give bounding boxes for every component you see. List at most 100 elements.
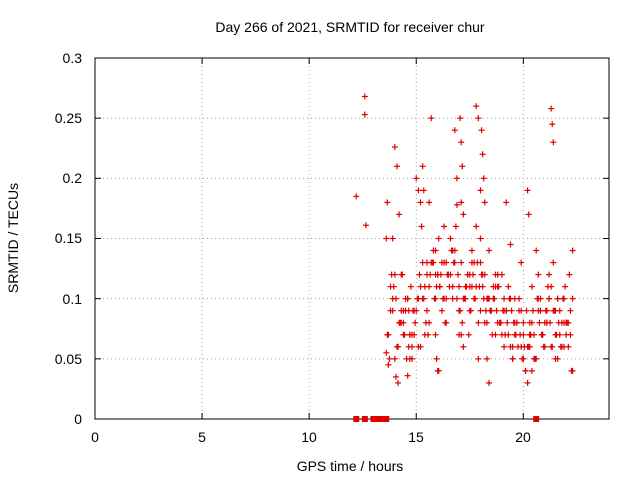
grid-lines <box>95 58 609 419</box>
data-point <box>353 193 360 200</box>
data-point <box>550 259 557 266</box>
data-point <box>417 283 424 290</box>
data-point <box>386 355 393 362</box>
data-point <box>511 319 518 326</box>
data-point <box>479 151 486 158</box>
data-point <box>524 343 531 350</box>
data-point <box>407 283 414 290</box>
data-point <box>508 307 515 314</box>
x-tick-label: 10 <box>301 429 317 445</box>
baseline-marker <box>353 416 360 422</box>
data-point <box>523 307 530 314</box>
data-point <box>391 355 398 362</box>
data-point <box>488 307 495 314</box>
data-point <box>468 247 475 254</box>
data-point <box>492 331 499 338</box>
data-point <box>361 111 368 118</box>
data-point <box>458 259 465 266</box>
data-point <box>393 343 400 350</box>
data-point <box>396 211 403 218</box>
data-point <box>458 199 465 206</box>
data-point <box>465 331 472 338</box>
data-point <box>550 307 557 314</box>
data-point <box>383 235 390 242</box>
baseline-marker <box>533 416 540 422</box>
data-point <box>535 271 542 278</box>
x-axis-label: GPS time / hours <box>297 458 404 474</box>
data-point <box>526 319 533 326</box>
data-point <box>426 283 433 290</box>
data-point <box>520 319 527 326</box>
y-tick-label: 0 <box>74 411 82 427</box>
data-point <box>536 319 543 326</box>
data-point <box>503 307 510 314</box>
data-point <box>475 319 482 326</box>
y-tick-label: 0.3 <box>63 50 83 66</box>
data-point <box>417 343 424 350</box>
data-point <box>494 319 501 326</box>
data-point <box>434 271 441 278</box>
data-point <box>520 331 527 338</box>
data-point <box>468 259 475 266</box>
x-tick-label: 0 <box>91 429 99 445</box>
data-point <box>466 307 473 314</box>
data-point <box>494 271 501 278</box>
data-point <box>405 343 412 350</box>
baseline-markers <box>353 416 540 422</box>
data-point <box>555 319 562 326</box>
data-point <box>563 319 570 326</box>
data-point <box>524 379 531 386</box>
y-tick-label: 0.2 <box>63 170 83 186</box>
data-point <box>435 367 442 374</box>
data-point <box>420 187 427 194</box>
data-point <box>492 283 499 290</box>
x-tick-label: 5 <box>198 429 206 445</box>
data-point <box>501 295 508 302</box>
data-point <box>447 235 454 242</box>
data-point <box>415 187 422 194</box>
data-point <box>473 103 480 110</box>
data-point <box>528 283 535 290</box>
y-tick-label: 0.05 <box>55 351 82 367</box>
data-point <box>415 295 422 302</box>
x-tick-label: 15 <box>408 429 424 445</box>
data-point <box>413 175 420 182</box>
data-point <box>468 283 475 290</box>
data-point <box>474 259 481 266</box>
data-point <box>552 355 559 362</box>
data-point <box>459 163 466 170</box>
data-point <box>457 307 464 314</box>
data-point <box>548 105 555 112</box>
data-point <box>483 355 490 362</box>
data-point <box>398 319 405 326</box>
data-point <box>455 271 462 278</box>
data-point <box>505 331 512 338</box>
data-point <box>412 319 419 326</box>
data-point <box>385 361 392 368</box>
data-point <box>516 307 523 314</box>
data-point <box>387 283 394 290</box>
data-point <box>540 343 547 350</box>
data-point <box>389 295 396 302</box>
data-point <box>391 144 398 151</box>
data-point <box>486 379 493 386</box>
data-point <box>518 343 525 350</box>
data-point <box>483 319 490 326</box>
data-point <box>385 331 392 338</box>
data-point <box>456 283 463 290</box>
data-point <box>569 247 576 254</box>
data-point <box>362 222 369 229</box>
data-point <box>504 319 511 326</box>
data-point <box>569 367 576 374</box>
data-point <box>418 223 425 230</box>
data-point <box>453 201 460 208</box>
data-point <box>430 247 437 254</box>
data-point <box>567 307 574 314</box>
data-point <box>453 175 460 182</box>
data-point <box>493 307 500 314</box>
baseline-marker <box>361 416 368 422</box>
data-point <box>438 259 445 266</box>
data-point <box>426 319 433 326</box>
data-point <box>421 331 428 338</box>
